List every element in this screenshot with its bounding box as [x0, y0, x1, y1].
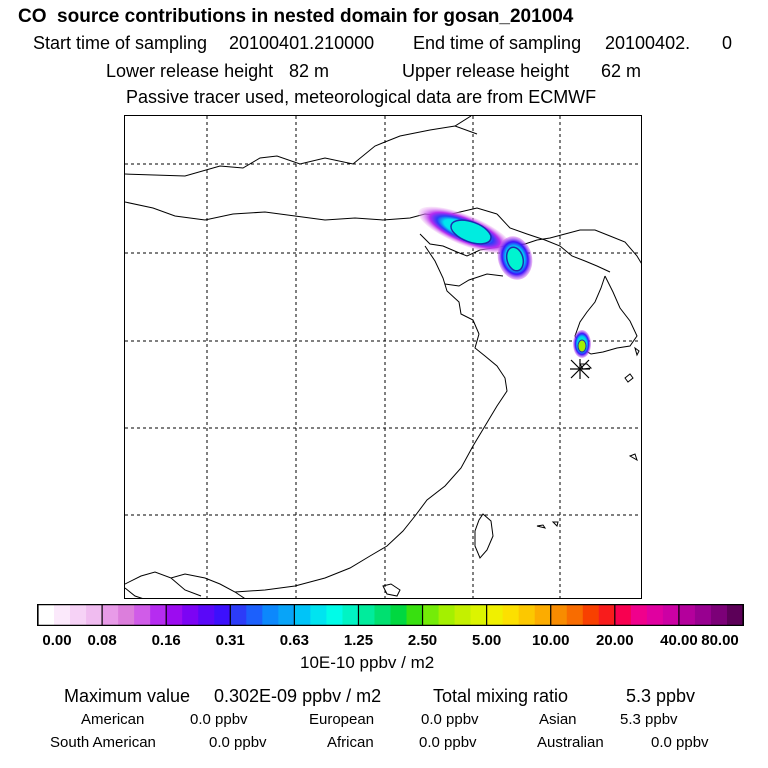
region-value: 0.0 ppbv [190, 711, 248, 728]
colorbar-segment [598, 605, 616, 625]
colorbar-segment [86, 605, 103, 625]
colorbar-canvas [36, 603, 745, 627]
map-panel [124, 115, 642, 599]
colorbar-tick-label: 20.00 [596, 632, 634, 649]
colorbar-segment [310, 605, 328, 625]
colorbar-tick-label: 5.00 [472, 632, 502, 649]
region-value: 0.0 ppbv [651, 734, 709, 751]
colorbar-segment [406, 605, 424, 625]
colorbar-segment [614, 605, 632, 625]
colorbar-segment [502, 605, 520, 625]
total-mixing-label: Total mixing ratio [433, 686, 569, 706]
colorbar-tick-label: 0.08 [87, 632, 117, 649]
colorbar-segment [214, 605, 231, 625]
colorbar-segment [230, 605, 247, 625]
colorbar-tick-label: 2.50 [407, 632, 438, 649]
colorbar-tick-label: 0.31 [215, 632, 245, 649]
upper-release-label: Upper release height [402, 61, 570, 81]
tracer-plume-middle [497, 236, 533, 280]
colorbar-segment [390, 605, 408, 625]
colorbar-segment [182, 605, 199, 625]
tracer-note: Passive tracer used, meteorological data… [126, 87, 597, 107]
start-time-value: 20100401.210000 [229, 33, 375, 53]
colorbar-segment [646, 605, 664, 625]
colorbar-segment [198, 605, 215, 625]
colorbar-segment [534, 605, 552, 625]
colorbar-segment [662, 605, 680, 625]
max-value: 0.302E-09 ppbv / m2 [214, 686, 382, 706]
region-value: 0.0 ppbv [419, 734, 477, 751]
max-value-label: Maximum value [64, 686, 191, 706]
colorbar-segment [438, 605, 456, 625]
lat-lon-grid [125, 116, 641, 598]
total-mixing-value: 5.3 ppbv [626, 686, 696, 706]
colorbar-unit: 10E-10 ppbv / m2 [300, 653, 435, 672]
colorbar [36, 603, 745, 627]
colorbar-segment [102, 605, 119, 625]
upper-release-value: 62 m [601, 61, 642, 81]
colorbar-segment [374, 605, 392, 625]
colorbar-segment [54, 605, 71, 625]
colorbar-segment [566, 605, 584, 625]
colorbar-segment [630, 605, 648, 625]
colorbar-segment [518, 605, 536, 625]
colorbar-tick-label: 1.25 [343, 632, 374, 649]
region-value: 5.3 ppbv [620, 711, 678, 728]
colorbar-segment [118, 605, 135, 625]
region-value: 0.0 ppbv [421, 711, 479, 728]
start-time-label: Start time of sampling [33, 33, 208, 53]
region-name: Asian [539, 711, 577, 728]
end-time-value: 20100402. [605, 33, 691, 53]
colorbar-segment [294, 605, 311, 625]
colorbar-segment [710, 605, 728, 625]
tracer-plume-south [573, 330, 591, 358]
colorbar-segment [422, 605, 440, 625]
colorbar-tick-label: 40.00 [660, 632, 698, 649]
colorbar-segment [134, 605, 151, 625]
colorbar-segment [342, 605, 360, 625]
colorbar-segment [726, 605, 744, 625]
lower-release-label: Lower release height [106, 61, 274, 81]
lower-release-value: 82 m [289, 61, 330, 81]
receptor-star-icon [570, 359, 590, 379]
colorbar-segment [262, 605, 279, 625]
colorbar-segment [678, 605, 696, 625]
colorbar-segment [38, 605, 55, 625]
map-canvas [125, 116, 641, 598]
tracer-plume-north [418, 206, 512, 254]
colorbar-tick-label: 80.00 [701, 632, 739, 649]
colorbar-segment [486, 605, 504, 625]
plot-title: CO source contributions in nested domain… [18, 6, 574, 27]
colorbar-segment [550, 605, 568, 625]
end-time-suffix: 0 [722, 33, 733, 53]
colorbar-segment [246, 605, 263, 625]
region-name: American [81, 711, 145, 728]
colorbar-segment [166, 605, 183, 625]
colorbar-segment [694, 605, 712, 625]
colorbar-tick-label: 0.00 [42, 632, 72, 649]
colorbar-segment [470, 605, 488, 625]
region-name: European [309, 711, 375, 728]
colorbar-segment [70, 605, 87, 625]
colorbar-segment [326, 605, 344, 625]
colorbar-segment [278, 605, 295, 625]
colorbar-segment [150, 605, 167, 625]
end-time-label: End time of sampling [413, 33, 582, 53]
region-name: South American [50, 734, 156, 751]
colorbar-tick-label: 0.16 [151, 632, 181, 649]
region-name: African [327, 734, 374, 751]
colorbar-border [36, 603, 745, 627]
colorbar-segment [454, 605, 472, 625]
colorbar-tick-label: 0.63 [279, 632, 309, 649]
coastlines [125, 116, 641, 598]
region-name: Australian [537, 734, 604, 751]
colorbar-segment [358, 605, 376, 625]
colorbar-tick-label: 10.00 [531, 632, 570, 649]
region-value: 0.0 ppbv [209, 734, 267, 751]
colorbar-segment [582, 605, 600, 625]
